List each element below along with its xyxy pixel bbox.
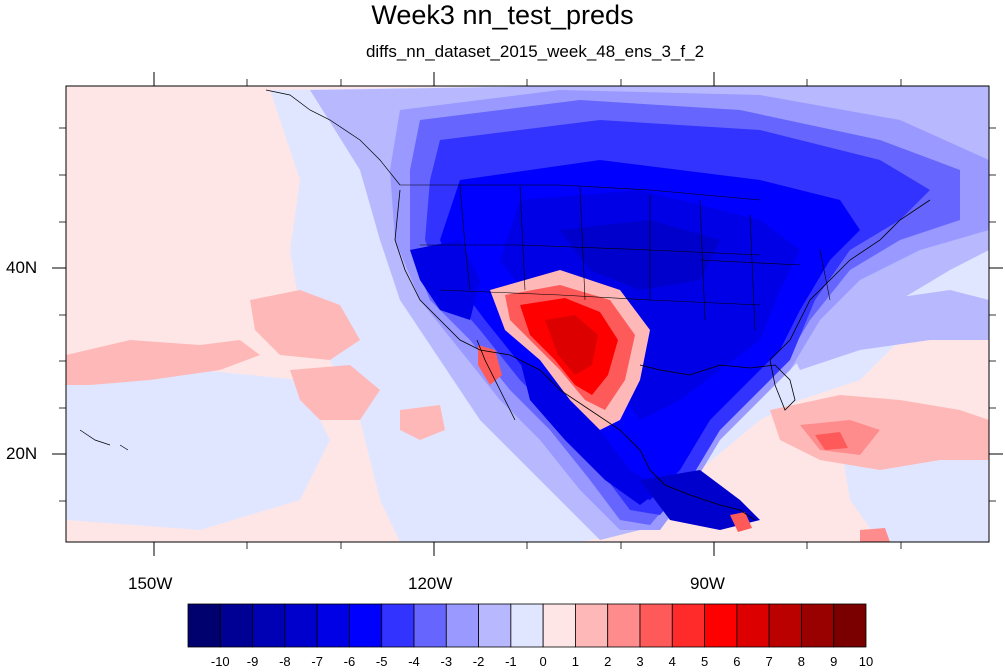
contour-region [520, 360, 660, 505]
colorbar-tick-label: -5 [375, 654, 388, 669]
colorbar-swatch [284, 603, 318, 648]
colorbar-swatch [187, 603, 221, 648]
contour-region [780, 290, 989, 370]
colorbar-swatch [575, 603, 609, 648]
colorbar-swatch [639, 603, 673, 648]
chart-title: Week3 nn_test_preds [371, 0, 634, 30]
colorbar-tick-label: -4 [408, 654, 420, 669]
colorbar-swatch [413, 603, 447, 648]
colorbar-tick-label: 7 [765, 654, 773, 669]
lat-label-20n: 20N [6, 444, 38, 463]
colorbar [187, 603, 867, 648]
colorbar-tick-label: 4 [668, 654, 676, 669]
contour-region [410, 240, 480, 320]
contour-region [66, 370, 330, 530]
colorbar-tick-label: -6 [343, 654, 356, 669]
colorbar-swatch [607, 603, 641, 648]
contour-field [66, 86, 989, 542]
minor-tick-marks [59, 79, 996, 549]
contour-region [478, 345, 502, 385]
coastline [639, 199, 931, 411]
colorbar-swatch [219, 603, 253, 648]
colorbar-tick-label: 5 [700, 654, 709, 669]
colorbar-tick-label: -2 [472, 654, 485, 669]
coastline [265, 89, 401, 186]
colorbar-tick-label: -9 [246, 654, 259, 669]
colorbar-tick-label: 6 [733, 654, 741, 669]
contour-region [250, 290, 360, 360]
colorbar-tick-label: 2 [604, 654, 612, 669]
colorbar-tick-label: -8 [279, 654, 291, 669]
lon-label-150w: 150W [128, 574, 173, 593]
colorbar-swatch [671, 603, 705, 648]
colorbar-tick-label: 0 [539, 654, 547, 669]
colorbar-tick-label: 8 [797, 654, 806, 669]
contour-region [545, 315, 598, 375]
contour-region [560, 220, 720, 290]
state-boundaries [400, 184, 831, 331]
colorbar-swatch [510, 603, 544, 648]
colorbar-swatch [316, 603, 350, 648]
colorbar-swatch [381, 603, 415, 648]
colorbar-swatch [768, 603, 802, 648]
colorbar-swatch [833, 603, 867, 648]
coastline [79, 429, 129, 451]
contour-region [815, 432, 848, 450]
colorbar-tick-label: -10 [210, 654, 230, 669]
colorbar-swatch [478, 603, 512, 648]
contour-region [66, 340, 260, 385]
map-frame [65, 85, 990, 543]
colorbar-tick-label: -1 [505, 654, 517, 669]
lon-label-120w: 120W [408, 574, 453, 593]
colorbar-swatch [704, 603, 738, 648]
colorbar-swatch [445, 603, 479, 648]
contour-region [400, 405, 445, 440]
colorbar-tick-label: 9 [830, 654, 838, 669]
coastline [476, 339, 516, 421]
colorbar-swatch [542, 603, 576, 648]
colorbar-tick-label: 1 [571, 654, 580, 669]
contour-region [770, 395, 989, 470]
colorbar-swatch [801, 603, 835, 648]
colorbar-swatch [252, 603, 286, 648]
coastline [394, 189, 756, 521]
contour-region [730, 512, 752, 532]
colorbar-swatch [349, 603, 383, 648]
contour-region [860, 528, 890, 542]
tick-marks [52, 72, 1003, 556]
colorbar-tick-label: 10 [858, 654, 874, 669]
colorbar-tick-label: -7 [311, 654, 323, 669]
chart-subtitle: diffs_nn_dataset_2015_week_48_ens_3_f_2 [365, 42, 705, 61]
colorbar-tick-label: -3 [440, 654, 453, 669]
contour-region [290, 365, 380, 420]
lon-label-90w: 90W [690, 574, 725, 593]
colorbar-tick-label: 3 [636, 654, 644, 669]
colorbar-swatch [736, 603, 770, 648]
lat-label-40n: 40N [6, 258, 38, 277]
